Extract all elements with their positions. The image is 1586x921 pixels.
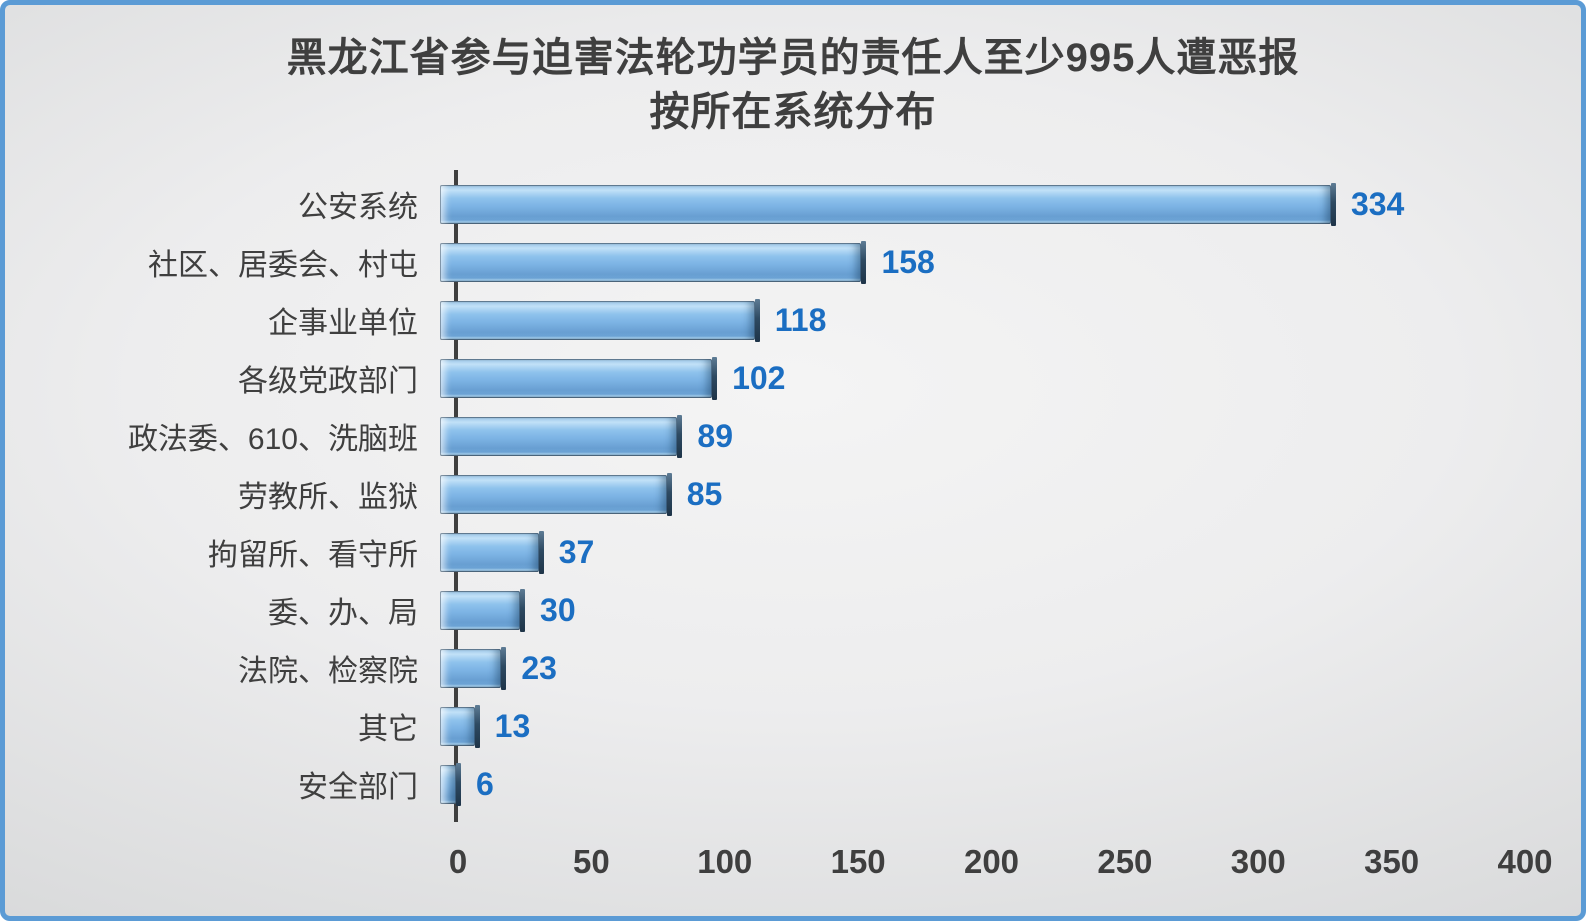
bar xyxy=(440,240,867,284)
chart-subtitle: 按所在系统分布 xyxy=(649,90,937,134)
bar xyxy=(440,588,526,632)
x-tick-label: 200 xyxy=(963,843,1020,880)
bar-row: 社区、居委会、村屯 158 xyxy=(5,233,1581,291)
value-label: 23 xyxy=(521,649,557,686)
bar-row: 政法委、610、洗脑班 89 xyxy=(5,407,1581,465)
bar xyxy=(440,356,718,400)
bar xyxy=(440,414,683,458)
bar-track: 102 xyxy=(440,349,1507,407)
bar-row: 公安系统 334 xyxy=(5,175,1581,233)
bar-row: 法院、检察院 23 xyxy=(5,639,1581,697)
value-label: 334 xyxy=(1350,185,1405,222)
bar-track: 13 xyxy=(440,697,1507,755)
bar xyxy=(440,182,1336,226)
category-label: 劳教所、监狱 xyxy=(238,481,418,514)
bar xyxy=(440,530,544,574)
value-label: 6 xyxy=(476,765,494,802)
category-label: 各级党政部门 xyxy=(238,365,418,398)
value-label: 102 xyxy=(732,359,786,396)
bar-row: 拘留所、看守所 37 xyxy=(5,523,1581,581)
bar-track: 158 xyxy=(440,233,1507,291)
x-axis: 0 50 100 150 200 250 300 350 400 xyxy=(449,843,1553,887)
category-label: 其它 xyxy=(358,713,418,746)
x-tick-label: 0 xyxy=(448,843,468,880)
bar-track: 118 xyxy=(440,291,1507,349)
value-label: 37 xyxy=(558,533,595,570)
value-label: 30 xyxy=(540,591,576,628)
x-tick-label: 150 xyxy=(830,843,886,880)
bar-track: 23 xyxy=(440,639,1507,697)
category-label: 公安系统 xyxy=(298,191,418,224)
bar-row: 委、办、局 30 xyxy=(5,581,1581,639)
x-tick-label: 50 xyxy=(573,843,610,880)
bar-row: 安全部门 6 xyxy=(5,755,1581,813)
bar-rows: 公安系统 334 社区、居委会、村屯 158 企事业单位 118 各级党政部门 102 政法委、… xyxy=(5,170,1581,822)
x-tick-label: 250 xyxy=(1097,843,1153,880)
value-label: 13 xyxy=(494,707,531,744)
bar xyxy=(440,298,760,342)
bar-row: 企事业单位 118 xyxy=(5,291,1581,349)
category-label: 企事业单位 xyxy=(268,307,418,340)
bar-track: 30 xyxy=(440,581,1507,639)
category-label: 政法委、610、洗脑班 xyxy=(127,423,418,456)
bar xyxy=(440,704,480,748)
bar xyxy=(440,646,507,690)
x-tick-label: 100 xyxy=(697,843,753,880)
x-tick-label: 300 xyxy=(1230,843,1286,880)
bar-track: 6 xyxy=(440,755,1507,813)
x-tick-label: 400 xyxy=(1497,843,1553,880)
bar xyxy=(440,472,672,516)
bar-track: 334 xyxy=(440,175,1507,233)
category-label: 委、办、局 xyxy=(268,597,418,630)
bar-row: 劳教所、监狱 85 xyxy=(5,465,1581,523)
bar-track: 89 xyxy=(440,407,1507,465)
bar-track: 37 xyxy=(440,523,1507,581)
value-label: 85 xyxy=(686,475,723,512)
plot-area: 公安系统 334 社区、居委会、村屯 158 企事业单位 118 各级党政部门 102 政法委、… xyxy=(5,170,1581,895)
category-label: 法院、检察院 xyxy=(238,655,418,688)
bar xyxy=(440,762,461,806)
category-label: 社区、居委会、村屯 xyxy=(148,249,418,282)
chart-title: 黑龙江省参与迫害法轮功学员的责任人至少995人遭恶报 xyxy=(286,36,1300,80)
bar-row: 其它 13 xyxy=(5,697,1581,755)
category-label: 安全部门 xyxy=(298,771,418,804)
value-label: 158 xyxy=(881,243,935,280)
value-label: 89 xyxy=(697,417,733,454)
value-label: 118 xyxy=(774,301,827,338)
bar-track: 85 xyxy=(440,465,1507,523)
chart-title-block: 黑龙江省参与迫害法轮功学员的责任人至少995人遭恶报 按所在系统分布 xyxy=(5,5,1581,139)
x-tick-label: 350 xyxy=(1364,843,1420,880)
bar-row: 各级党政部门 102 xyxy=(5,349,1581,407)
category-label: 拘留所、看守所 xyxy=(208,539,418,572)
